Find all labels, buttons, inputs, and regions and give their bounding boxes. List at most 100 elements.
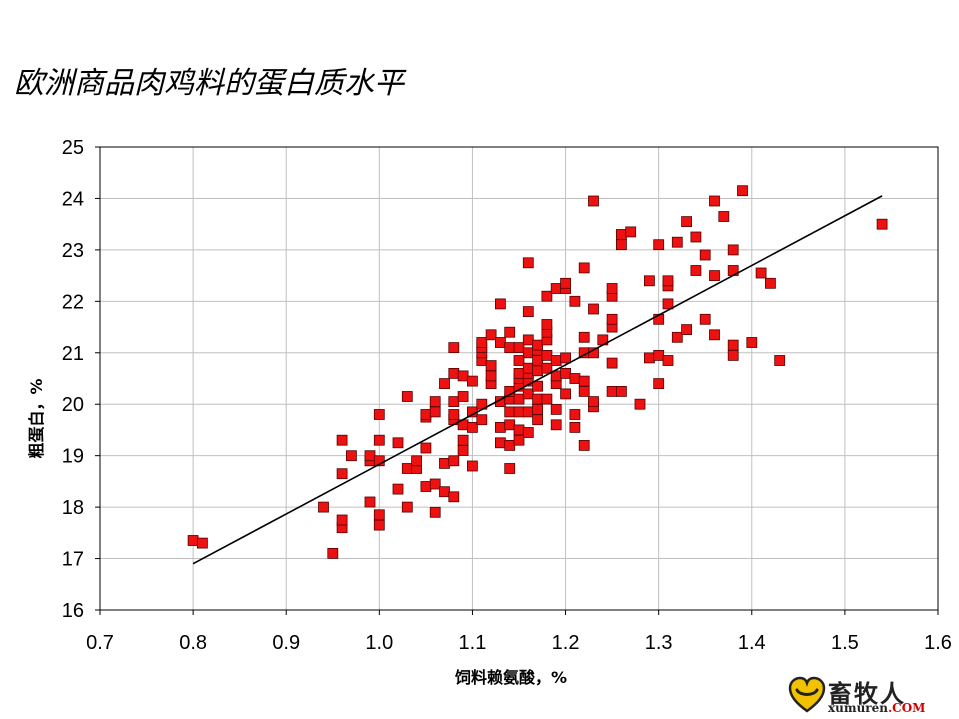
data-point bbox=[392, 437, 404, 449]
data-point bbox=[550, 283, 562, 294]
data-point bbox=[513, 393, 525, 405]
data-point bbox=[569, 295, 581, 307]
data-point bbox=[513, 355, 525, 366]
data-point bbox=[420, 442, 432, 454]
data-point bbox=[345, 450, 357, 462]
data-point bbox=[411, 455, 423, 467]
x-tick-label: 0.8 bbox=[179, 632, 207, 654]
data-point bbox=[420, 409, 432, 420]
data-point bbox=[457, 391, 469, 402]
data-point bbox=[755, 267, 767, 279]
data-point bbox=[560, 388, 571, 400]
data-point bbox=[401, 391, 413, 402]
data-point bbox=[485, 329, 497, 341]
data-points bbox=[187, 185, 888, 559]
data-point bbox=[522, 388, 534, 400]
data-point bbox=[541, 349, 553, 361]
data-point bbox=[364, 496, 376, 508]
data-point bbox=[532, 355, 543, 366]
data-point bbox=[588, 303, 599, 315]
data-point bbox=[485, 360, 497, 372]
data-point bbox=[709, 270, 720, 282]
logo-chinese-text: 畜牧人 bbox=[828, 679, 906, 708]
data-point bbox=[448, 396, 460, 408]
data-point bbox=[541, 362, 553, 374]
grid-lines bbox=[100, 147, 938, 610]
site-logo: 畜牧人 xumuren.COM bbox=[788, 672, 954, 716]
data-point bbox=[662, 355, 674, 366]
logo-com-text: .COM bbox=[887, 701, 926, 715]
data-point bbox=[616, 229, 627, 240]
chart-title: 欧洲商品肉鸡料的蛋白质水平 bbox=[14, 66, 404, 101]
data-point bbox=[662, 275, 674, 287]
y-tick-label: 21 bbox=[62, 343, 84, 365]
data-point bbox=[429, 396, 441, 408]
data-point bbox=[699, 313, 711, 325]
data-point bbox=[494, 337, 506, 348]
y-axis-label: 粗蛋白，% bbox=[27, 378, 46, 458]
data-point bbox=[578, 331, 590, 343]
data-point bbox=[616, 385, 627, 397]
data-point bbox=[532, 339, 543, 351]
data-point bbox=[196, 537, 208, 549]
data-point bbox=[513, 434, 525, 446]
data-point bbox=[448, 491, 460, 503]
data-point bbox=[727, 339, 739, 351]
data-point bbox=[327, 548, 339, 559]
data-point bbox=[420, 481, 432, 492]
data-point bbox=[476, 337, 488, 348]
data-point bbox=[681, 216, 692, 228]
data-point bbox=[671, 236, 683, 248]
data-point bbox=[494, 421, 506, 433]
data-point bbox=[560, 367, 571, 379]
data-point bbox=[485, 370, 497, 382]
data-point bbox=[522, 257, 534, 269]
data-point bbox=[457, 434, 469, 446]
data-point bbox=[466, 421, 478, 433]
data-point bbox=[690, 265, 702, 276]
x-tick-label: 1.3 bbox=[645, 632, 673, 654]
data-point bbox=[737, 185, 748, 197]
data-point bbox=[522, 347, 534, 359]
data-point bbox=[550, 355, 562, 366]
x-tick-label: 0.9 bbox=[272, 632, 300, 654]
data-point bbox=[727, 349, 739, 361]
x-tick-label: 1.2 bbox=[552, 632, 580, 654]
data-point bbox=[653, 349, 665, 361]
data-point bbox=[606, 357, 618, 369]
x-tick-label: 1.5 bbox=[831, 632, 859, 654]
data-point bbox=[709, 195, 720, 207]
data-point bbox=[466, 375, 478, 387]
data-point bbox=[532, 403, 543, 415]
data-point bbox=[504, 463, 516, 474]
data-point bbox=[513, 406, 525, 418]
y-tick-label: 19 bbox=[62, 446, 84, 468]
data-point bbox=[588, 396, 599, 408]
data-point bbox=[532, 365, 543, 377]
data-point bbox=[681, 324, 692, 336]
data-point bbox=[541, 319, 553, 330]
data-point bbox=[401, 501, 413, 513]
data-point bbox=[466, 460, 478, 472]
data-point bbox=[532, 414, 543, 426]
data-point bbox=[569, 409, 581, 420]
data-point bbox=[522, 362, 534, 374]
data-point bbox=[671, 331, 683, 343]
data-point bbox=[662, 298, 674, 310]
data-point bbox=[439, 486, 450, 498]
data-point bbox=[560, 352, 571, 364]
data-point bbox=[429, 506, 441, 518]
data-point bbox=[504, 406, 516, 418]
data-point bbox=[336, 468, 348, 480]
data-point bbox=[522, 306, 534, 318]
data-point bbox=[625, 226, 637, 238]
y-tick-label: 22 bbox=[62, 291, 84, 313]
data-point bbox=[876, 218, 888, 230]
data-point bbox=[653, 239, 665, 251]
data-point bbox=[448, 455, 460, 467]
data-point bbox=[550, 419, 562, 431]
data-point bbox=[522, 406, 534, 418]
data-point bbox=[606, 313, 618, 325]
data-point bbox=[699, 249, 711, 261]
y-tick-label: 23 bbox=[62, 240, 84, 262]
